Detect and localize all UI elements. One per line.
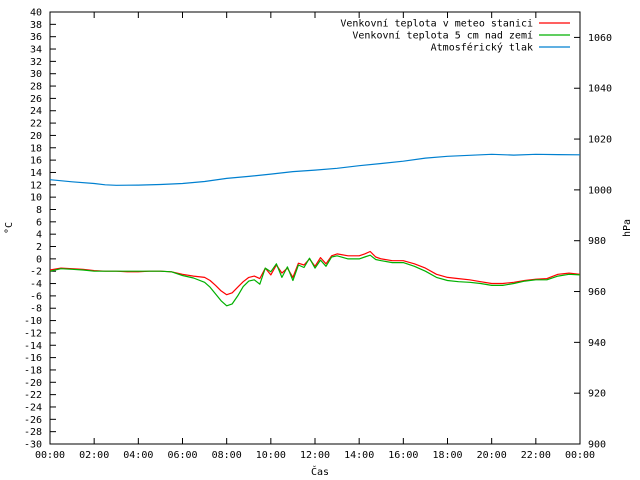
y-tick-label: -16 — [24, 353, 42, 364]
series-line-3 — [49, 153, 581, 186]
y-tick-label: 30 — [30, 69, 42, 80]
y-tick-label: -10 — [24, 316, 42, 327]
y-tick-label: 12 — [30, 180, 42, 191]
y-axis-left: 4038363432302826242220181614121086420-2-… — [24, 8, 56, 451]
legend-label-1: Venkovní teplota v meteo stanici — [340, 18, 533, 30]
y2-axis-title: hPa — [622, 219, 633, 237]
y-tick-label: 22 — [30, 119, 42, 130]
y2-tick-label: 920 — [588, 389, 606, 400]
y-tick-label: 36 — [30, 32, 42, 43]
series-group — [49, 153, 581, 307]
x-tick-label: 00:00 — [35, 450, 65, 461]
y2-tick-label: 940 — [588, 338, 606, 349]
y-tick-label: 24 — [30, 106, 42, 117]
y-tick-label: -24 — [24, 402, 42, 413]
y-tick-label: 38 — [30, 20, 42, 31]
x-tick-label: 20:00 — [477, 450, 507, 461]
legend-label-2: Venkovní teplota 5 cm nad zemí — [352, 30, 533, 42]
y-tick-label: -28 — [24, 427, 42, 438]
plot-frame — [49, 11, 581, 445]
y-tick-label: 32 — [30, 57, 42, 68]
y2-tick-label: 900 — [588, 440, 606, 451]
x-tick-label: 02:00 — [79, 450, 109, 461]
x-tick-label: 14:00 — [344, 450, 374, 461]
y-axis-title: °C — [4, 222, 15, 234]
y-tick-label: -22 — [24, 390, 42, 401]
x-tick-label: 10:00 — [256, 450, 286, 461]
y-tick-label: 26 — [30, 94, 42, 105]
y-tick-label: 2 — [36, 242, 42, 253]
y-tick-label: -18 — [24, 365, 42, 376]
y2-tick-label: 980 — [588, 236, 606, 247]
y-tick-label: 40 — [30, 8, 42, 19]
x-axis: 00:00 02:00 04:00 06:00 08:00 10:00 12:00 14:00… — [35, 12, 595, 461]
x-tick-label: 06:00 — [167, 450, 197, 461]
y-tick-label: 34 — [30, 45, 42, 56]
y-tick-label: 28 — [30, 82, 42, 93]
y-tick-label: -4 — [30, 279, 42, 290]
y-tick-label: -30 — [24, 440, 42, 451]
y-tick-label: -26 — [24, 415, 42, 426]
y2-tick-label: 1000 — [588, 185, 612, 196]
x-tick-label: 18:00 — [432, 450, 462, 461]
y2-tick-label: 960 — [588, 287, 606, 298]
y-tick-label: -2 — [30, 267, 42, 278]
y-tick-label: -20 — [24, 378, 42, 389]
x-tick-label: 22:00 — [521, 450, 551, 461]
series-line-2 — [49, 254, 581, 307]
y-tick-label: 0 — [36, 254, 42, 265]
y-tick-label: 4 — [36, 230, 42, 241]
x-tick-label: 12:00 — [300, 450, 330, 461]
y-tick-label: -8 — [30, 304, 42, 315]
y-tick-label: 18 — [30, 143, 42, 154]
y-tick-label: -6 — [30, 291, 42, 302]
legend-label-3: Atmosférický tlak — [431, 42, 533, 54]
x-tick-label: 08:00 — [212, 450, 242, 461]
y-tick-label: 14 — [30, 168, 42, 179]
y-tick-label: 8 — [36, 205, 42, 216]
x-tick-label: 16:00 — [388, 450, 418, 461]
y2-tick-label: 1020 — [588, 135, 612, 146]
y-axis-right: 1060 1040 1020 1000 980 960 940 920 900 — [574, 33, 612, 451]
y2-tick-label: 1040 — [588, 84, 612, 95]
y-tick-label: -12 — [24, 328, 42, 339]
y-tick-label: 20 — [30, 131, 42, 142]
x-axis-title: Čas — [311, 465, 329, 478]
y-tick-label: -14 — [24, 341, 42, 352]
x-tick-label: 00:00 — [565, 450, 595, 461]
y-tick-label: 6 — [36, 217, 42, 228]
series-line-1 — [49, 250, 581, 296]
x-tick-label: 04:00 — [123, 450, 153, 461]
y-tick-label: 16 — [30, 156, 42, 167]
y-tick-label: 10 — [30, 193, 42, 204]
y2-tick-label: 1060 — [588, 33, 612, 44]
legend: Venkovní teplota v meteo staniciVenkovní… — [340, 18, 570, 54]
